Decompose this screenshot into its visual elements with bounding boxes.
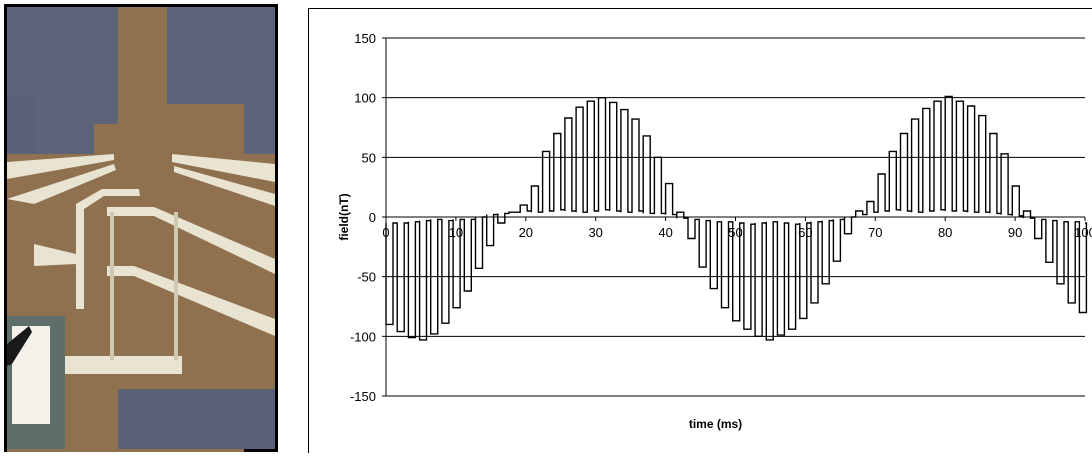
x-axis-label: time (ms) <box>689 417 742 431</box>
y-tick-label: -50 <box>357 270 376 285</box>
x-tick-label: 20 <box>519 225 533 240</box>
device-micrograph <box>4 4 278 452</box>
x-tick-label: 50 <box>728 225 742 240</box>
x-tick-label: 80 <box>938 225 952 240</box>
x-tick-label: 10 <box>449 225 463 240</box>
x-tick-label: 100 <box>1074 225 1092 240</box>
series-group <box>386 96 1086 339</box>
y-tick-label: 150 <box>354 31 376 46</box>
trace-frame-left <box>110 212 114 360</box>
micrograph-image <box>4 4 278 452</box>
x-tick-label: 40 <box>658 225 672 240</box>
trace-frame-right <box>174 212 178 360</box>
y-tick-label: -100 <box>350 329 376 344</box>
y-tick-label: 100 <box>354 91 376 106</box>
y-tick-label: 0 <box>369 210 376 225</box>
x-tick-labels: 0102030405060708090100 <box>382 225 1092 240</box>
series-line <box>386 97 1086 340</box>
x-tick-label: 70 <box>868 225 882 240</box>
y-tick-labels: 150 100 50 0 -50 -100 -150 <box>350 31 376 404</box>
gold-bottom-dark <box>118 389 275 449</box>
x-tick-label: 90 <box>1008 225 1022 240</box>
y-tick-label: -150 <box>350 389 376 404</box>
x-tick-label: 30 <box>588 225 602 240</box>
y-tick-label: 50 <box>362 150 376 165</box>
gold-left-dark <box>7 94 37 154</box>
y-axis-label: field(nT) <box>337 193 351 240</box>
axes <box>382 38 1085 396</box>
